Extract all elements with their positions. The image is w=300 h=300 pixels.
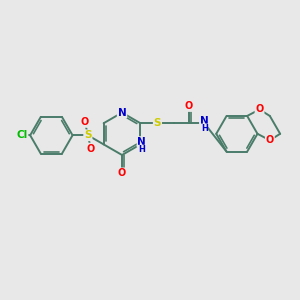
Text: O: O	[81, 117, 89, 127]
Text: N: N	[137, 137, 146, 147]
Text: N: N	[118, 108, 126, 118]
Text: Cl: Cl	[16, 130, 28, 140]
Text: O: O	[185, 101, 193, 111]
Text: S: S	[84, 130, 92, 140]
Text: H: H	[138, 145, 145, 154]
Text: H: H	[201, 124, 208, 133]
Text: N: N	[200, 116, 209, 126]
Text: O: O	[255, 104, 264, 115]
Text: O: O	[87, 143, 95, 154]
Text: S: S	[154, 118, 161, 128]
Text: O: O	[266, 135, 274, 145]
Text: O: O	[118, 168, 126, 178]
